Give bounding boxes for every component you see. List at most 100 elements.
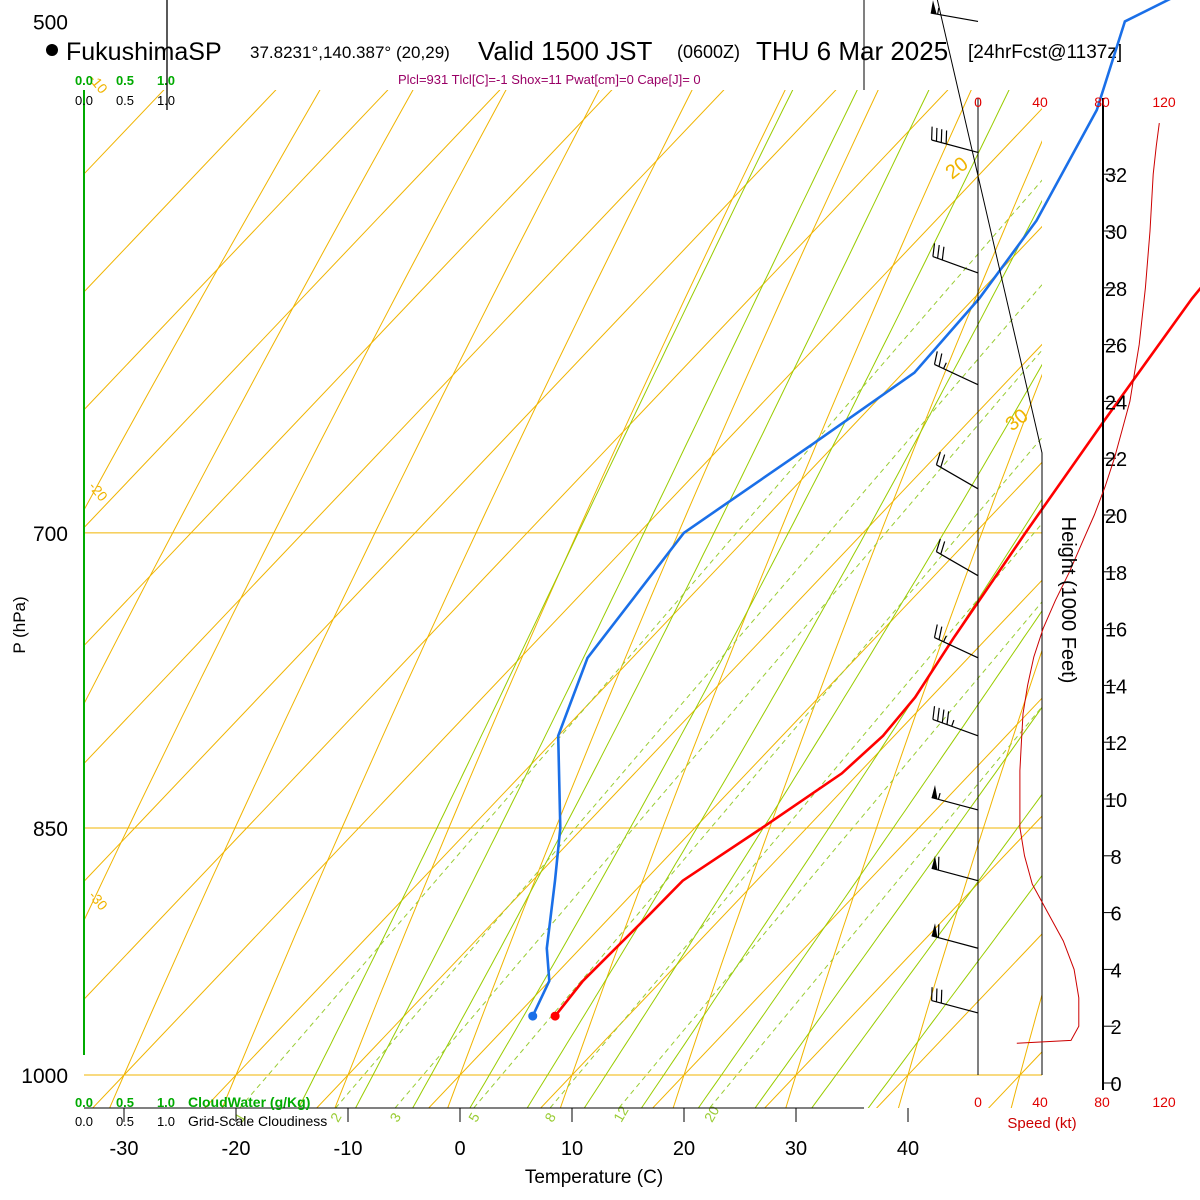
- wind-barb: [931, 126, 979, 153]
- cloudiness-bottom-tick: 1.0: [157, 1114, 175, 1129]
- mixing-ratio-label: 2: [327, 1110, 345, 1125]
- cloud-panel: 0.0 0.0 0.5 0.5 1.0 1.0 0.0 0.0 0.5 0.5 1.0 1.0: [75, 0, 175, 1129]
- pressure-tick-label: 850: [33, 818, 68, 841]
- barb-feather: [933, 624, 938, 638]
- moist-adiabat-line: [412, 90, 930, 1108]
- surface-dewpoint-point: [528, 1011, 538, 1021]
- dry-adiabat-label: 30: [1002, 405, 1033, 436]
- cloud-water-top-tick: 0.0: [75, 73, 93, 88]
- height-tick-label: 6: [1110, 904, 1121, 926]
- cloud-water-bottom-tick: 0.5: [116, 1095, 134, 1110]
- speed-axis-title: Speed (kt): [1007, 1115, 1076, 1132]
- mixing-ratio-label: 3: [386, 1110, 404, 1125]
- height-tick-label: 30: [1105, 222, 1127, 244]
- temperature-tick-label: 30: [785, 1138, 807, 1160]
- barb-pennant: [931, 785, 938, 800]
- temperature-tick-label: 10: [561, 1138, 583, 1160]
- height-tick-label: 2: [1110, 1017, 1121, 1039]
- barb-feather: [938, 353, 943, 367]
- barb-staff: [931, 935, 979, 949]
- wind-barb: [931, 987, 979, 1014]
- cloud-water-top-tick: 1.0: [157, 73, 175, 88]
- cloud-water-bottom-tick: 0.0: [75, 1095, 93, 1110]
- barb-feather: [938, 626, 943, 640]
- mixing-ratio-line: [394, 349, 1042, 1108]
- station-dot: [46, 44, 58, 56]
- height-tick-label: 4: [1110, 960, 1121, 982]
- barb-staff: [932, 718, 979, 737]
- moist-adiabat-line: [640, 498, 1042, 1108]
- barb-feather: [946, 711, 950, 725]
- height-tick-label: 22: [1105, 449, 1127, 471]
- mixing-ratio-line: [549, 522, 1042, 1108]
- speed-top-tick: 120: [1152, 94, 1176, 110]
- mixing-ratio-label: 8: [541, 1110, 559, 1125]
- height-tick-label: 8: [1110, 847, 1121, 869]
- dry-adiabat-label: 20: [942, 153, 973, 184]
- barb-half-feather: [943, 635, 947, 643]
- valid-utc: (0600Z): [677, 42, 740, 62]
- barb-feather: [932, 706, 936, 720]
- cloud-water-bottom-tick: 1.0: [157, 1095, 175, 1110]
- isotherm-line: [876, 933, 1042, 1108]
- cloudiness-top-tick: 0.0: [75, 93, 93, 108]
- dry-adiabat-line: [785, 373, 1042, 1108]
- pressure-tick-label: 1000: [21, 1065, 68, 1088]
- dry-adiabat-line: [672, 140, 1042, 1108]
- barb-half-feather: [937, 792, 941, 800]
- height-tick-label: 10: [1105, 790, 1127, 812]
- height-tick-label: 12: [1105, 733, 1127, 755]
- surface-temperature-point: [550, 1011, 560, 1021]
- dry-adiabat-line: [1010, 992, 1042, 1108]
- height-tick-label: 26: [1105, 336, 1127, 358]
- barb-feather: [941, 709, 945, 723]
- barb-staff: [931, 139, 979, 153]
- height-tick-label: 24: [1105, 392, 1127, 414]
- dry-adiabat-line: [334, 90, 786, 1108]
- speed-top-tick: 40: [1032, 94, 1048, 110]
- wind-barb: [933, 351, 979, 386]
- moist-adiabat-line: [811, 793, 1042, 1108]
- barb-staff: [934, 363, 979, 386]
- barb-staff: [932, 256, 979, 274]
- cloud-water-top-tick: 0.5: [116, 73, 134, 88]
- height-tick-label: 18: [1105, 563, 1127, 585]
- barb-staff: [931, 999, 979, 1014]
- wind-panel: 0040408080120120024681012141618202224262…: [930, 0, 1176, 1110]
- isotherm-line: [316, 343, 1042, 1108]
- dewpoint-trace: [531, 0, 1171, 1017]
- moist-adiabat-line: [583, 363, 1042, 1108]
- mixing-ratio-line: [334, 283, 1042, 1108]
- temperature-tick-label: -10: [334, 1138, 363, 1160]
- speed-bottom-tick: 80: [1094, 1094, 1110, 1110]
- barb-staff: [931, 867, 979, 882]
- wind-barb: [935, 451, 979, 490]
- isotherm-line: [428, 461, 1042, 1108]
- barb-feather: [933, 351, 938, 365]
- mixing-ratio-label: 5: [465, 1110, 483, 1125]
- barb-staff: [936, 551, 979, 577]
- height-tick-label: 14: [1105, 676, 1127, 698]
- mixing-ratio-label: 20: [701, 1103, 723, 1125]
- barb-feather: [935, 451, 941, 465]
- speed-bottom-tick: 120: [1152, 1094, 1176, 1110]
- barb-staff: [930, 12, 979, 23]
- cloudiness-label: Grid-Scale Cloudiness: [188, 1113, 327, 1129]
- height-tick-label: 32: [1105, 165, 1127, 187]
- speed-top-tick: 0: [974, 94, 982, 110]
- wind-barb: [933, 624, 979, 659]
- dry-adiabat-line: [559, 90, 972, 1108]
- wind-panel-edge: [936, 0, 1043, 1075]
- y-axis-title: P (hPa): [10, 596, 29, 653]
- barb-staff: [934, 637, 979, 659]
- isotherm-line: [764, 815, 1042, 1108]
- speed-bottom-tick: 0: [974, 1094, 982, 1110]
- barb-half-feather: [951, 719, 955, 727]
- isotherm-line: [0, 0, 1118, 1200]
- height-tick-label: 28: [1105, 279, 1127, 301]
